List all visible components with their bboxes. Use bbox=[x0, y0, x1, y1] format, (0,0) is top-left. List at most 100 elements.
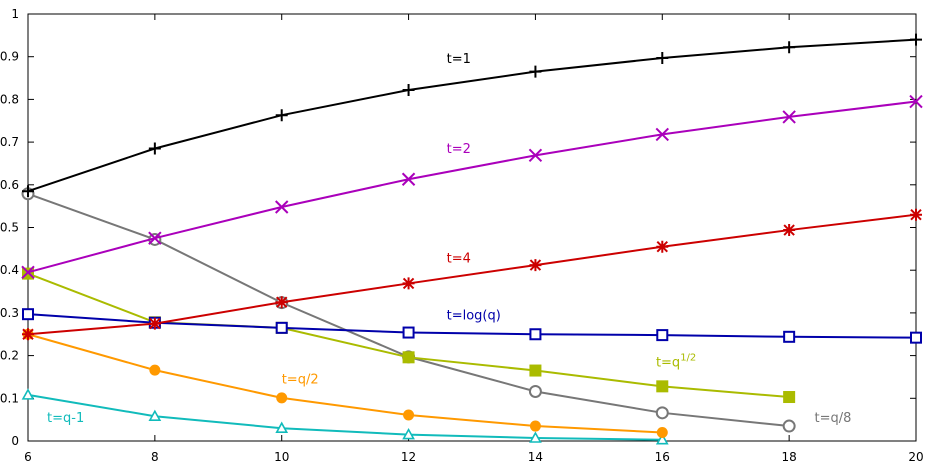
data-point bbox=[656, 380, 669, 393]
series-label-text: t=log(q) bbox=[447, 308, 501, 323]
data-point bbox=[401, 172, 416, 186]
series-group bbox=[21, 33, 923, 445]
data-point bbox=[529, 364, 542, 377]
y-tick-label: 0.8 bbox=[0, 92, 19, 106]
data-point bbox=[276, 392, 288, 404]
data-point bbox=[529, 328, 542, 341]
data-point bbox=[529, 420, 541, 432]
data-point bbox=[655, 406, 669, 420]
series-t-log-q- bbox=[22, 308, 922, 344]
y-tick-label: 0.3 bbox=[0, 306, 19, 320]
data-point bbox=[21, 388, 35, 400]
data-point bbox=[655, 127, 669, 142]
data-point bbox=[783, 224, 796, 237]
y-tick-label: 0.1 bbox=[0, 391, 19, 405]
x-tick-label: 12 bbox=[401, 450, 416, 464]
data-point bbox=[22, 308, 34, 321]
series-line bbox=[27, 393, 663, 441]
series-label-text: t=q/2 bbox=[282, 372, 319, 387]
data-point bbox=[21, 265, 35, 280]
series-label-text: t=q bbox=[656, 355, 680, 370]
data-point bbox=[402, 84, 415, 97]
series-line bbox=[27, 333, 663, 434]
y-tick-label: 0.5 bbox=[0, 221, 19, 235]
data-point bbox=[782, 419, 796, 433]
data-point bbox=[275, 296, 288, 309]
data-point bbox=[910, 208, 922, 221]
data-point bbox=[149, 364, 161, 376]
series-label: t=q1/2 bbox=[656, 352, 696, 370]
series-label: t=log(q) bbox=[447, 308, 501, 323]
series-line bbox=[27, 100, 917, 274]
series-t-q-2 bbox=[22, 328, 668, 438]
series-label: t=4 bbox=[447, 252, 471, 267]
data-point bbox=[656, 240, 669, 253]
axes: 6 8 10 12 14 16 18 20 0 0.1 0.2 0.3 0.4 0.5 0.6 0.7 0.8 0… bbox=[0, 7, 924, 464]
series-t-q-8 bbox=[21, 187, 796, 433]
series-label: t=q/2 bbox=[282, 372, 319, 387]
y-tick-label: 1 bbox=[11, 7, 19, 21]
y-tick-label: 0 bbox=[11, 434, 19, 448]
data-point bbox=[656, 51, 669, 64]
x-tick-label: 6 bbox=[24, 450, 32, 464]
y-tick-label: 0.7 bbox=[0, 135, 19, 149]
series-label-text: t=q-1 bbox=[47, 411, 84, 426]
series-line bbox=[27, 192, 790, 428]
x-tick-label: 20 bbox=[908, 450, 923, 464]
data-point bbox=[656, 426, 668, 438]
data-point bbox=[529, 259, 542, 272]
data-point bbox=[402, 326, 415, 339]
data-point bbox=[783, 41, 796, 54]
data-point bbox=[402, 277, 415, 290]
data-point bbox=[529, 65, 542, 78]
data-point bbox=[656, 329, 669, 342]
series-line bbox=[27, 313, 917, 339]
x-tick-label: 10 bbox=[274, 450, 289, 464]
data-point bbox=[782, 110, 796, 124]
series-label: t=q/8 bbox=[815, 411, 852, 426]
series-label-text: t=1 bbox=[447, 52, 471, 67]
series-t-4 bbox=[22, 208, 922, 341]
data-point bbox=[275, 200, 289, 214]
series-line bbox=[27, 38, 917, 193]
data-point bbox=[275, 321, 288, 334]
data-point bbox=[148, 317, 161, 330]
data-point bbox=[655, 433, 669, 445]
series-labels: t=1 t=2 t=4 t=log(q) t=q1/2 t=q/2 t=q/8 t=q-1 bbox=[47, 52, 851, 426]
series-t-2 bbox=[21, 94, 923, 280]
data-point bbox=[403, 409, 415, 421]
data-point bbox=[528, 148, 543, 163]
series-label-text: t=4 bbox=[447, 252, 471, 267]
series-t-1 bbox=[22, 33, 922, 198]
data-point bbox=[148, 231, 162, 245]
y-tick-label: 0.6 bbox=[0, 178, 19, 192]
x-tick-label: 18 bbox=[782, 450, 797, 464]
data-point bbox=[783, 391, 796, 404]
y-tick-label: 0.4 bbox=[0, 263, 19, 277]
data-point bbox=[22, 185, 34, 198]
x-tick-label: 8 bbox=[151, 450, 159, 464]
data-point bbox=[910, 331, 922, 344]
series-label: t=1 bbox=[447, 52, 471, 67]
data-point bbox=[22, 328, 34, 341]
data-point bbox=[783, 330, 796, 343]
series-label-text: t=q/8 bbox=[815, 411, 852, 426]
series-line bbox=[27, 213, 917, 336]
data-point bbox=[275, 421, 289, 433]
data-point bbox=[402, 427, 415, 440]
data-point bbox=[275, 109, 288, 122]
data-point bbox=[402, 351, 415, 364]
data-point bbox=[529, 431, 542, 443]
series-t-q-1 bbox=[21, 388, 669, 445]
series-label: t=q-1 bbox=[47, 411, 84, 426]
data-point bbox=[909, 94, 923, 109]
data-point bbox=[148, 409, 162, 422]
y-tick-label: 0.2 bbox=[0, 349, 19, 363]
data-point bbox=[528, 384, 542, 398]
data-point bbox=[148, 142, 161, 155]
plot-frame bbox=[27, 13, 917, 442]
series-label-text: t=2 bbox=[447, 142, 471, 157]
series-label-superscript: 1/2 bbox=[680, 352, 696, 363]
x-tick-label: 14 bbox=[528, 450, 543, 464]
